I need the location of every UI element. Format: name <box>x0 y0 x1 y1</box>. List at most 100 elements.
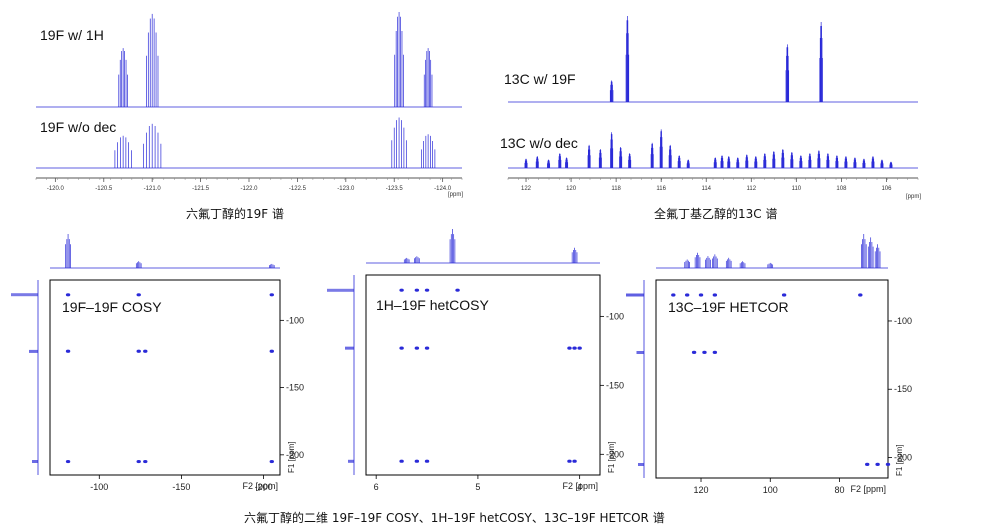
cosy-ff-cross-peak <box>136 349 141 353</box>
f19-tick-label: -124.0 <box>434 186 452 192</box>
cosy-ff-y-tick-label: -200 <box>286 450 304 460</box>
hetcor-x-label: F2 [ppm] <box>850 484 886 494</box>
hetcor-cross-peak <box>712 350 718 354</box>
c13-nodec-peak <box>650 142 654 168</box>
c13-tick-label: 122 <box>521 186 532 192</box>
c13-nodec-peak <box>713 157 717 168</box>
trace-label-c13-coupled: 13C w/ 19F <box>504 71 576 87</box>
hetcosy-cross-peak <box>399 459 404 463</box>
hetcosy-frame <box>365 274 601 476</box>
cosy-ff-cross-peak <box>65 349 71 353</box>
c13-nodec-peak <box>686 159 690 168</box>
hetcor-cross-peak <box>865 462 870 466</box>
cosy-ff-cross-peak <box>269 293 274 297</box>
hetcosy-y-tick-label: -150 <box>606 380 624 390</box>
hetcosy-cross-peak <box>567 459 572 463</box>
c13-nodec-peak <box>844 156 848 168</box>
cosy-ff-cross-peak <box>65 459 71 464</box>
hetcor-top-projection-peak <box>867 237 874 268</box>
cosy-ff-x-label: F2 [ppm] <box>242 481 278 491</box>
hetcor-x-tick-label: 80 <box>835 485 845 495</box>
f19-coupled-peak <box>423 48 433 107</box>
hetcosy-top-projection-peak <box>571 247 578 263</box>
hetcor-left-projection-peak <box>626 293 644 297</box>
cosy-ff-left-projection-peak <box>29 349 38 353</box>
cosy-ff-cross-peak <box>269 349 274 353</box>
hetcor-top-projection-peak <box>694 252 701 268</box>
c13-nodec-peak <box>835 155 839 168</box>
hetcosy-top-projection-peak <box>414 256 420 263</box>
hetcosy-cross-peak <box>399 346 404 350</box>
c13-1d-panel: 13C w/ 19F 13C w/o dec 122 120 118 116 114 11… <box>500 16 921 200</box>
hetcosy-y-tick-label: -200 <box>606 449 624 459</box>
f19-coupled-peak <box>394 12 404 107</box>
hetcor-cross-peak <box>858 293 863 297</box>
hetcosy-cross-peak <box>414 288 420 292</box>
c13-nodec-peak <box>736 157 740 168</box>
hetcor-top-projection-peak <box>705 256 711 268</box>
f19-1d-panel: 19F w/ 1H 19F w/o dec -120.0 -120.5 -121.0… <box>35 12 463 198</box>
cosy-ff-y-tick-label: -150 <box>286 383 304 393</box>
f19-tick-label: -121.0 <box>144 186 162 192</box>
hetcor-cross-peak <box>671 293 676 297</box>
caption-2d: 六氟丁醇的二维 19F–19F COSY、1H–19F hetCOSY、13C–… <box>244 510 665 525</box>
hetcosy-cross-peak <box>567 346 572 350</box>
hetcosy-panel: 1H–19F hetCOSY 6 5 4F2 [ppm] -200 -150 -100 F1 … <box>327 229 624 492</box>
hetcor-y-label: F1 [ppm] <box>895 444 904 476</box>
hetcosy-cross-peak <box>414 459 420 463</box>
c13-nodec-peak <box>799 155 803 168</box>
c13-nodec-peak <box>659 129 663 168</box>
cosy-ff-y-tick-label: -100 <box>286 315 304 325</box>
hetcor-cross-peak <box>684 293 690 297</box>
f19-tick-label: -120.0 <box>47 186 65 192</box>
hetcor-top-projection-peak <box>684 259 690 268</box>
hetcor-x-tick-label: 120 <box>693 485 708 495</box>
hetcor-cross-peak <box>702 350 707 354</box>
hetcor-cross-peak <box>885 462 891 466</box>
c13-nodec-peak <box>745 154 749 168</box>
hetcosy-cross-peak <box>572 459 577 463</box>
caption-f19-1d: 六氟丁醇的19F 谱 <box>186 206 284 221</box>
hetcor-frame <box>655 279 889 479</box>
trace-label-f19-nodec: 19F w/o dec <box>40 119 116 135</box>
hetcosy-y-label: F1 [ppm] <box>607 441 616 473</box>
c13-nodec-peak <box>668 144 672 168</box>
f19-nodec-peak <box>114 135 132 168</box>
c13-nodec-peak <box>677 155 681 168</box>
c13-nodec-peak <box>862 158 866 168</box>
c13-nodec-peak <box>790 152 794 168</box>
c13-nodec-peak <box>871 156 875 168</box>
f19-tick-label: -123.0 <box>337 186 355 192</box>
cosy-ff-frame <box>49 279 281 476</box>
cosy-ff-x-tick-label: -100 <box>90 482 108 492</box>
c13-nodec-peak <box>772 151 776 168</box>
hetcor-top-projection-peak <box>861 234 867 268</box>
cosy-ff-y-label: F1 [ppm] <box>287 441 296 473</box>
c13-nodec-peak <box>754 156 758 168</box>
hetcor-top-projection-peak <box>739 261 746 268</box>
c13-tick-label: 112 <box>747 186 757 192</box>
hetcosy-cross-peak <box>572 346 577 350</box>
hetcor-y-tick-label: -200 <box>894 453 912 463</box>
hetcor-panel: 13C–19F HETCOR 120 100 80 F2 [ppm] -200 -150 -1… <box>626 234 912 495</box>
f19-traces <box>36 12 462 169</box>
hetcor-top-projection-peak <box>712 254 718 268</box>
hetcor-cross-peak <box>712 293 718 297</box>
hetcor-cross-peak <box>698 293 704 297</box>
c13-nodec-peak <box>763 153 767 168</box>
c13-tick-label: 106 <box>881 186 892 192</box>
c13-nodec-peak <box>547 159 551 168</box>
hetcosy-x-tick-label: 5 <box>475 482 480 492</box>
c13-nodec-peak <box>558 153 562 168</box>
cosy-ff-cross-peak <box>143 349 148 353</box>
hetcosy-cross-peak <box>414 346 420 350</box>
hetcosy-x-tick-label: 6 <box>374 482 379 492</box>
hetcor-cross-peak <box>875 462 880 466</box>
f19-x-unit: [ppm] <box>448 192 463 198</box>
f19-tick-label: -120.5 <box>95 186 113 192</box>
c13-nodec-peak <box>817 150 821 168</box>
cosy-ff-cross-peak <box>136 293 141 297</box>
c13-nodec-peak <box>826 153 830 168</box>
f19-nodec-peak <box>420 134 436 168</box>
